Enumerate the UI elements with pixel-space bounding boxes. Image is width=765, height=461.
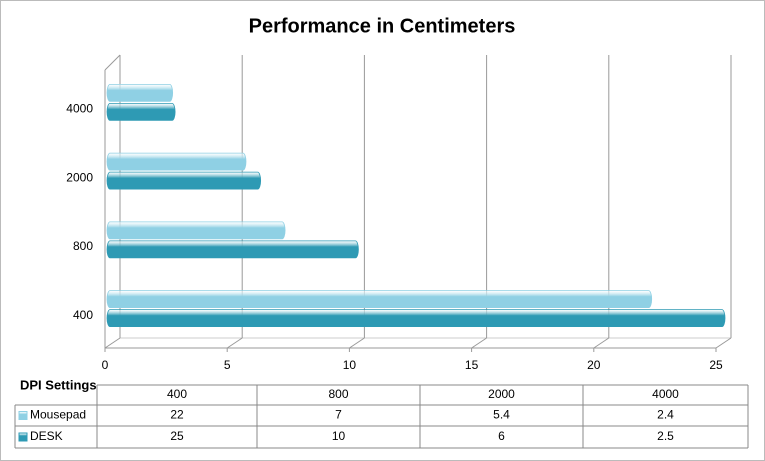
table-value: 2.5 bbox=[657, 429, 674, 443]
chart-title: Performance in Centimeters bbox=[249, 15, 516, 37]
table-value: 10 bbox=[332, 429, 346, 443]
y-tick-label: 800 bbox=[73, 239, 93, 253]
table-header: 400 bbox=[167, 387, 187, 401]
axis-title: DPI Settings bbox=[20, 377, 97, 392]
bar bbox=[106, 290, 653, 309]
table-header: 4000 bbox=[652, 387, 679, 401]
legend-key bbox=[18, 411, 28, 420]
bar bbox=[106, 171, 262, 190]
grid-line bbox=[349, 337, 365, 349]
y-tick-label: 4000 bbox=[66, 102, 93, 116]
x-tick-label: 10 bbox=[343, 358, 357, 372]
table-value: 5.4 bbox=[493, 408, 510, 422]
x-tick-label: 0 bbox=[102, 358, 109, 372]
grid-line bbox=[715, 337, 732, 349]
bar bbox=[106, 102, 176, 121]
x-tick-label: 5 bbox=[224, 358, 231, 372]
legend-key bbox=[18, 432, 28, 442]
grid-line bbox=[104, 337, 121, 349]
data-table: DPI Settings 400 800 2000 4000 Mousepad 22 7 5.4… bbox=[14, 377, 749, 449]
x-tick-label: 25 bbox=[709, 358, 723, 372]
table-value: 22 bbox=[170, 408, 184, 422]
table-header: 800 bbox=[328, 387, 348, 401]
bar bbox=[106, 240, 359, 259]
bar bbox=[106, 83, 174, 102]
wall-edge bbox=[104, 54, 121, 71]
legend-label: DESK bbox=[30, 429, 63, 443]
table-header: 2000 bbox=[488, 387, 515, 401]
table-value: 2.4 bbox=[657, 408, 674, 422]
table-value: 6 bbox=[498, 429, 505, 443]
grid-line bbox=[226, 337, 243, 349]
table-value: 25 bbox=[170, 429, 184, 443]
legend-label: Mousepad bbox=[30, 408, 86, 422]
bar bbox=[106, 309, 726, 328]
grid-line bbox=[471, 337, 487, 349]
y-tick-label: 400 bbox=[73, 308, 93, 322]
x-tick-label: 20 bbox=[587, 358, 601, 372]
bar bbox=[106, 152, 247, 171]
table-value: 7 bbox=[335, 408, 342, 422]
bar bbox=[106, 221, 286, 240]
y-tick-label: 2000 bbox=[66, 170, 93, 184]
x-tick-label: 15 bbox=[465, 358, 479, 372]
grid-line bbox=[593, 337, 610, 349]
